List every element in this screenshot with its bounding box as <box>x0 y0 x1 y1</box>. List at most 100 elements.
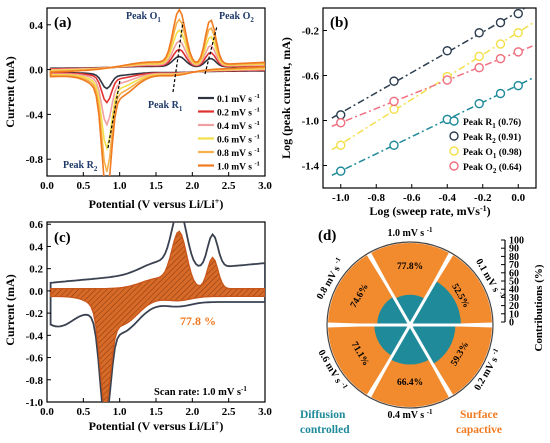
panel-b-ylabel: Log (peak current, mA) <box>279 37 293 159</box>
axis-tick-label: 10 <box>509 309 519 320</box>
legend-entry: 0.1 mV s -1 <box>217 93 260 105</box>
data-point <box>336 118 346 128</box>
panel-d: 77.8%52.5%59.3%66.4%71.1%74.6%1.0 mV s -… <box>300 226 545 436</box>
data-point <box>389 140 399 150</box>
panel-a-legend: 0.1 mV s -1 0.2 mV s -10.4 mV s -1 0.6 mV … <box>198 93 260 173</box>
contributions-axis-label: Contributions (%) <box>533 264 545 351</box>
data-point <box>474 51 484 62</box>
panel-c-percent: 77.8 % <box>180 314 216 328</box>
data-point <box>495 17 506 28</box>
axis-tick-label: 70 <box>509 260 519 271</box>
fit-line <box>331 45 533 127</box>
diffusion-sector <box>394 294 426 325</box>
legend-entry: 0.2 mV s -1 <box>217 107 260 119</box>
panel-c-frame <box>46 221 266 403</box>
y-tick-label: -0.8 <box>26 154 44 166</box>
axis-tick-label: 60 <box>509 268 519 279</box>
data-point <box>513 28 523 38</box>
data-point <box>495 88 506 99</box>
data-point <box>495 53 506 64</box>
x-tick-label: -0.8 <box>368 192 386 204</box>
x-tick-label: 2.0 <box>185 406 199 418</box>
panel-b-axes: -1.0 -0.8 -0.6 -0.4 -0.2 0.0 -1.4 -1.0 -0.6 -0.2 <box>302 26 526 205</box>
axis-tick-label: 30 <box>509 293 519 304</box>
y-tick-label: -0.6 <box>26 353 44 365</box>
legend-entry: 1.0 mV s -1 <box>217 161 260 173</box>
panel-a-axes: 0.0 0.5 1.0 1.5 2.0 2.5 3.0 -0.8 -0.4 0.0 0.4 <box>26 20 273 192</box>
y-tick-label: -1.0 <box>302 116 320 128</box>
panel-c-ylabel: Current (mA) <box>3 274 17 345</box>
x-tick-label: 0.5 <box>76 406 90 418</box>
axis-tick-label: 40 <box>509 285 519 296</box>
y-tick-label: 0.0 <box>29 65 43 77</box>
panel-a-ylabel: Current (mA) <box>3 56 17 127</box>
panel-c-label: (c) <box>54 230 71 246</box>
legend-entry: 0.8 mV s -1 <box>217 147 260 159</box>
panel-a-label: (a) <box>54 15 72 31</box>
sweep-rate-label: 0.4 mV s -1 <box>387 408 433 422</box>
panel-b: -1.0 -0.8 -0.6 -0.4 -0.2 0.0-1.4-1.0-0.6-0.2 … <box>279 7 537 218</box>
legend-marker <box>449 116 459 126</box>
data-point <box>513 8 523 19</box>
axis-tick-label: 20 <box>509 301 519 312</box>
x-tick-label: 1.0 <box>113 406 127 418</box>
y-tick-label: -1.0 <box>26 397 44 409</box>
y-tick-label: 0.4 <box>29 241 43 253</box>
peak-o1-label: Peak O1 <box>126 11 161 24</box>
data-point <box>513 80 523 91</box>
data-point <box>336 110 346 120</box>
axis-tick-label: 90 <box>509 244 519 255</box>
capacitive-sector <box>371 242 449 299</box>
legend-entry: 0.4 mV s -1 <box>217 120 260 132</box>
legend-entry: 0.6 mV s -1 <box>217 134 260 146</box>
legend-marker <box>449 131 459 141</box>
diffusion-sector <box>390 325 430 365</box>
legend-diffusion-line1: Diffusion <box>300 409 346 421</box>
diffusion-sector <box>374 325 410 356</box>
legend-marker <box>449 161 459 171</box>
y-tick-label: 0.2 <box>29 264 43 276</box>
capacitive-sector <box>328 255 395 325</box>
data-point <box>474 98 484 109</box>
data-point <box>495 39 506 49</box>
panel-c: 0.0 0.5 1.0 1.5 2.0 2.5 3.0 -1.0 -0.8 -0.6 -0.4 -0.… <box>3 219 272 433</box>
x-tick-label: 0.5 <box>76 180 90 192</box>
x-tick-label: 1.5 <box>149 180 163 192</box>
x-tick-label: 3.0 <box>258 180 272 192</box>
panel-d-label: (d) <box>318 228 336 244</box>
y-tick-label: 0.6 <box>29 219 43 231</box>
x-tick-label: 2.0 <box>185 180 199 192</box>
y-tick-label: -0.2 <box>302 26 320 38</box>
panel-b-label: (b) <box>330 15 348 31</box>
peak-o2-label: Peak O2 <box>219 11 254 24</box>
fit-line <box>331 8 527 119</box>
data-point <box>513 47 523 57</box>
data-point <box>389 104 399 114</box>
y-tick-label: -0.4 <box>26 109 44 121</box>
total-cv-outline <box>49 222 265 402</box>
y-tick-label: 0.4 <box>29 20 43 32</box>
panel-a-xlabel: Potential (V versus Li/Li+) <box>89 197 224 211</box>
x-tick-label: 0.0 <box>40 406 54 418</box>
x-tick-label: 2.5 <box>222 406 236 418</box>
x-tick-label: -0.4 <box>439 192 457 204</box>
panel-c-xlabel: Potential (V versus Li/Li+) <box>89 419 224 433</box>
capacitive-percent-label: 66.4% <box>397 378 423 388</box>
legend-entry: Peak O2 (0.64) <box>463 162 522 175</box>
x-tick-label: 1.5 <box>149 406 163 418</box>
sector-divider <box>367 324 412 397</box>
data-point <box>389 76 399 86</box>
y-tick-label: -0.4 <box>26 330 44 342</box>
capacitive-area <box>49 230 265 402</box>
capacitive-area-plot <box>49 222 265 402</box>
peak-r2-label: Peak R2 <box>63 160 98 173</box>
axis-tick-label: 0 <box>509 318 514 329</box>
panel-c-scan-rate: Scan rate: 1.0 mV s-1 <box>154 385 247 398</box>
x-tick-label: -0.6 <box>403 192 421 204</box>
x-tick-label: 0.0 <box>40 180 54 192</box>
y-tick-label: -0.6 <box>302 71 320 83</box>
legend-surface-line2: capactive <box>456 424 502 436</box>
legend-entry: Peak R2 (0.91) <box>463 132 521 145</box>
x-tick-label: -1.0 <box>332 192 350 204</box>
